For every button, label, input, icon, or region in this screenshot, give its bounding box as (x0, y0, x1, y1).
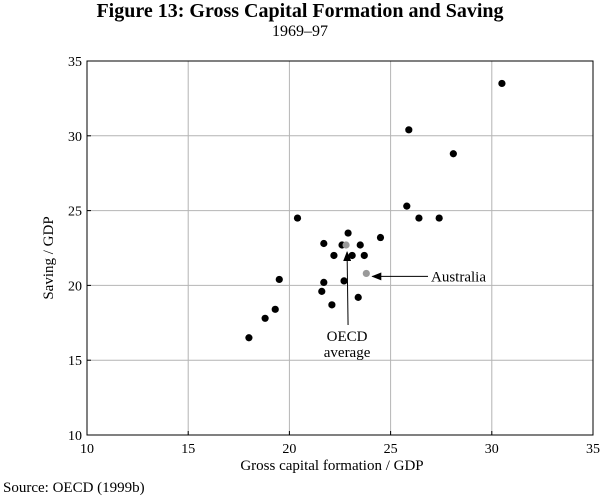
data-point (348, 251, 356, 260)
x-tick-label: 15 (181, 442, 195, 457)
annotation-oecd-label-line2: average (324, 345, 371, 361)
data-points (245, 79, 506, 342)
x-tick-label: 35 (586, 442, 600, 457)
data-point (344, 229, 352, 237)
x-tick-label: 10 (80, 442, 94, 457)
y-tick-label: 35 (68, 55, 82, 70)
data-point (449, 150, 457, 158)
data-point (320, 239, 328, 248)
y-tick-label: 20 (68, 279, 82, 294)
y-tick-label: 25 (68, 205, 82, 220)
data-point (376, 233, 385, 242)
data-point (356, 241, 364, 249)
data-point (415, 214, 423, 222)
annotation-oecd-label-line1: OECD (327, 329, 368, 345)
data-point (275, 275, 283, 284)
annotation-australia-label: Australia (431, 269, 486, 285)
y-tick-label: 30 (68, 130, 82, 145)
data-point (318, 287, 326, 295)
source-note: Source: OECD (1999b) (3, 480, 145, 496)
data-point (330, 251, 338, 260)
data-point (261, 314, 269, 322)
data-point (293, 214, 302, 222)
annotations: Australia OECD average (324, 251, 486, 361)
x-axis-label: Gross capital formation / GDP (240, 458, 423, 474)
y-axis-label: Saving / GDP (41, 216, 57, 299)
x-tick-label: 30 (485, 442, 499, 457)
y-tick-label: 15 (68, 354, 82, 369)
data-point (498, 79, 506, 88)
data-point (360, 251, 368, 260)
plot-frame (86, 60, 594, 436)
annotation-oecd-arrow (343, 251, 352, 326)
y-tick-label: 10 (68, 429, 82, 444)
chart-title: Figure 13: Gross Capital Formation and S… (96, 0, 504, 22)
axis-tick-labels: 10 15 20 25 30 35 10 15 20 25 30 35 (68, 55, 600, 457)
data-point (328, 301, 336, 309)
data-point (403, 202, 411, 210)
data-point (271, 305, 279, 313)
data-point (245, 334, 253, 342)
x-tick-label: 20 (282, 442, 296, 457)
data-point (340, 277, 348, 285)
chart-subtitle: 1969–97 (272, 23, 328, 40)
data-point (320, 278, 328, 287)
data-point (354, 293, 362, 301)
data-point-oecd-average (342, 241, 350, 249)
grid-lines (87, 61, 593, 435)
x-tick-label: 25 (384, 442, 398, 457)
data-point (405, 126, 413, 134)
data-point (435, 214, 443, 222)
data-point-australia (362, 269, 370, 278)
